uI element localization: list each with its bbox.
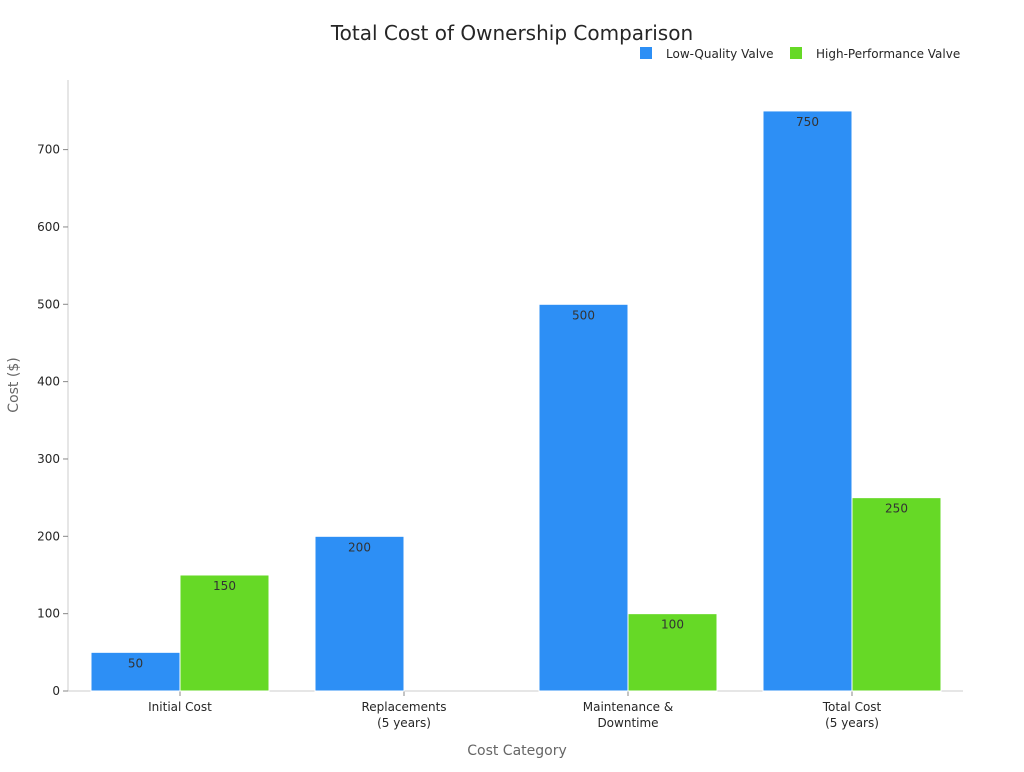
y-tick-label: 600 [37, 220, 60, 234]
data-label: 50 [128, 656, 143, 670]
chart-title: Total Cost of Ownership Comparison [330, 21, 693, 45]
x-tick-label: Initial Cost [148, 700, 212, 714]
data-label: 100 [661, 618, 684, 632]
bar [179, 574, 270, 692]
y-axis-label: Cost ($) [6, 357, 22, 412]
bar [762, 110, 853, 692]
x-tick-label: Maintenance & [583, 700, 673, 714]
x-tick-label: Total Cost [822, 700, 882, 714]
bar [314, 535, 405, 692]
legend-label: High-Performance Valve [816, 47, 960, 61]
bar [90, 651, 181, 692]
y-tick-label: 100 [37, 607, 60, 621]
bar [851, 497, 942, 692]
y-tick-label: 400 [37, 375, 60, 389]
bar [538, 303, 629, 692]
legend: Low-Quality Valve High-Performance Valve [640, 47, 960, 61]
x-tick-label: (5 years) [377, 716, 431, 730]
y-tick-label: 200 [37, 529, 60, 543]
legend-label: Low-Quality Valve [666, 47, 774, 61]
data-label: 750 [796, 115, 819, 129]
y-tick-label: 500 [37, 297, 60, 311]
x-tick-label: Replacements [361, 700, 446, 714]
data-label: 200 [348, 540, 371, 554]
x-tick-label: (5 years) [825, 716, 879, 730]
bar [627, 613, 718, 692]
data-label: 150 [213, 579, 236, 593]
x-axis-label: Cost Category [467, 743, 567, 759]
x-tick-label: Downtime [597, 716, 658, 730]
y-tick-label: 700 [37, 143, 60, 157]
data-label: 250 [885, 502, 908, 516]
data-label: 500 [572, 308, 595, 322]
y-tick-label: 0 [52, 684, 60, 698]
y-tick-label: 300 [37, 452, 60, 466]
legend-swatch [790, 47, 802, 59]
legend-swatch [640, 47, 652, 59]
plot-area: 0 100 200 300 400 500 600 700 Initial Cost 50 150 R… [37, 80, 963, 730]
